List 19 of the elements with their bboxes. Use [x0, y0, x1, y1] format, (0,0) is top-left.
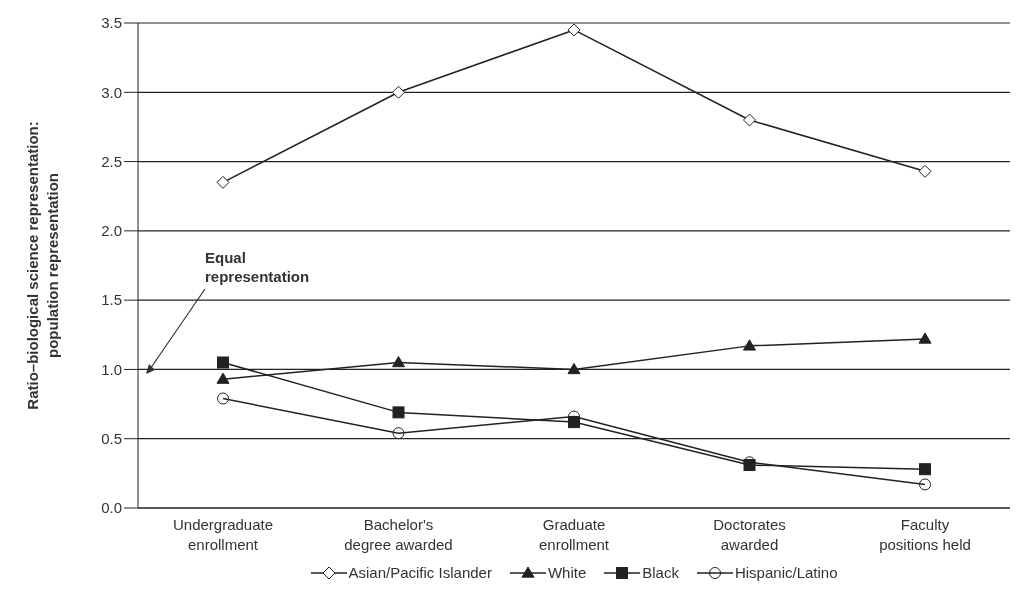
y-tick-label: 3.5: [101, 14, 122, 32]
x-tick-label: Bachelor's degree awarded: [344, 516, 453, 553]
y-tick-label: 0.5: [101, 430, 122, 448]
y-tick-label: 2.5: [101, 152, 122, 170]
legend-label: Hispanic/Latino: [734, 564, 838, 581]
y-tick-label: 1.5: [101, 291, 122, 309]
annotation: Equal representation: [205, 249, 310, 285]
legend-label: Black: [642, 564, 679, 581]
y-tick-label: 3.0: [101, 83, 122, 101]
x-tick-label: Doctorates awarded: [713, 516, 786, 553]
x-tick-label: Faculty positions held: [879, 516, 971, 553]
x-tick-label: Undergraduate enrollment: [172, 516, 274, 553]
y-tick-label: 0.0: [101, 499, 122, 517]
x-tick-label: Graduate enrollment: [538, 516, 610, 553]
legend-label: White: [547, 564, 587, 581]
legend-label: Asian/Pacific Islander: [348, 564, 492, 581]
y-tick-label: 2.0: [101, 222, 122, 240]
y-tick-label: 1.0: [101, 360, 122, 378]
y-axis-title: Ratio–biological science representation: population representation: [24, 121, 61, 410]
